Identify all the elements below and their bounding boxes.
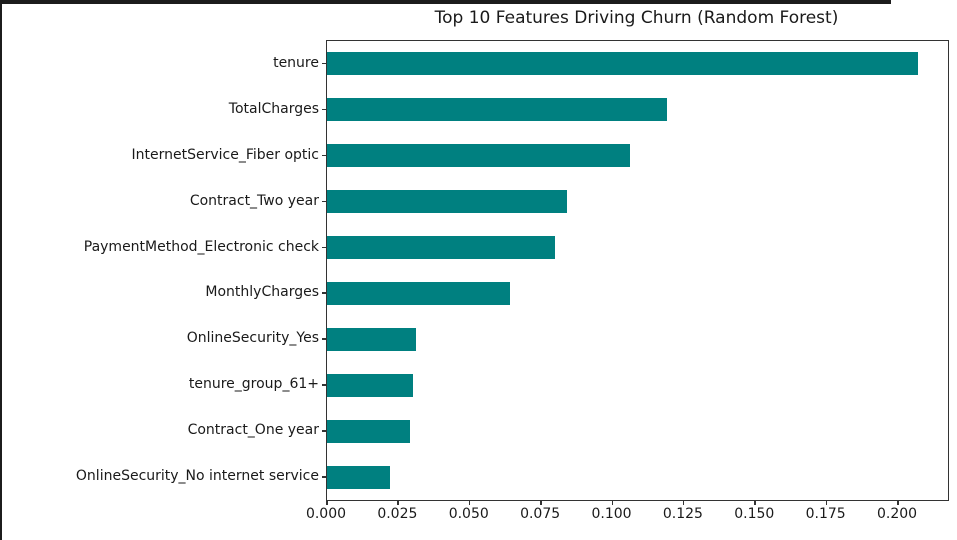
x-axis-tick-label: 0.100: [591, 506, 632, 522]
x-tick-mark: [540, 501, 542, 505]
y-axis-label: Contract_One year: [187, 422, 319, 439]
x-axis-tick-label: 0.000: [305, 506, 347, 522]
y-axis-label: TotalCharges: [228, 100, 319, 117]
y-axis-label: OnlineSecurity_No internet service: [75, 468, 319, 485]
x-axis-tick-label: 0.175: [805, 506, 846, 522]
bar-paymentmethod-electronic-check: [327, 236, 556, 259]
x-tick-mark: [682, 501, 685, 505]
y-axis-label: PaymentMethod_Electronic check: [83, 238, 319, 255]
x-axis-tick-label: 0.125: [662, 506, 703, 522]
x-axis-tick-label: 0.150: [734, 506, 775, 522]
bar-onlinesecurity-yes: [327, 327, 416, 351]
bar-onlinesecurity-no-internet-service: [327, 465, 390, 489]
y-axis-label: MonthlyCharges: [205, 284, 319, 301]
y-tick-mark: [322, 338, 326, 340]
y-tick-mark: [322, 430, 326, 432]
y-axis-label: tenure_group_61+: [188, 376, 319, 393]
x-tick-mark: [468, 501, 471, 505]
window-frame-top: [0, 0, 891, 4]
y-tick-mark: [322, 384, 326, 386]
bar-tenure: [327, 52, 919, 76]
y-axis-label: Contract_Two year: [189, 192, 319, 209]
x-axis-tick-label: 0.025: [377, 506, 418, 522]
y-axis-label: InternetService_Fiber optic: [131, 146, 320, 163]
y-tick-mark: [322, 246, 326, 249]
x-tick-mark: [825, 501, 828, 505]
y-tick-mark: [322, 476, 326, 478]
x-tick-mark: [611, 501, 614, 505]
bar-internetservice-fiber-optic: [327, 144, 630, 168]
bar-monthlycharges: [327, 281, 510, 305]
bar-contract-one-year: [327, 419, 410, 443]
y-tick-mark: [322, 154, 326, 157]
x-axis-tick-label: 0.200: [876, 506, 918, 522]
y-tick-mark: [322, 62, 326, 65]
x-tick-mark: [397, 501, 399, 505]
bar-totalcharges: [327, 98, 667, 122]
y-tick-mark: [322, 108, 326, 111]
y-axis-label: OnlineSecurity_Yes: [186, 330, 319, 347]
plot-area: [326, 40, 949, 501]
x-axis-tick-label: 0.050: [448, 506, 489, 522]
y-axis-label: tenure: [273, 54, 319, 71]
bar-contract-two-year: [327, 190, 567, 214]
y-tick-mark: [322, 200, 326, 203]
chart-title: Top 10 Features Driving Churn (Random Fo…: [434, 8, 839, 28]
window-frame-left: [0, 0, 2, 540]
x-tick-mark: [326, 501, 328, 505]
x-tick-mark: [754, 501, 756, 505]
x-tick-mark: [897, 501, 899, 505]
y-tick-mark: [322, 292, 326, 294]
bar-tenure-group-61-: [327, 373, 413, 397]
x-axis-tick-label: 0.075: [520, 506, 561, 522]
